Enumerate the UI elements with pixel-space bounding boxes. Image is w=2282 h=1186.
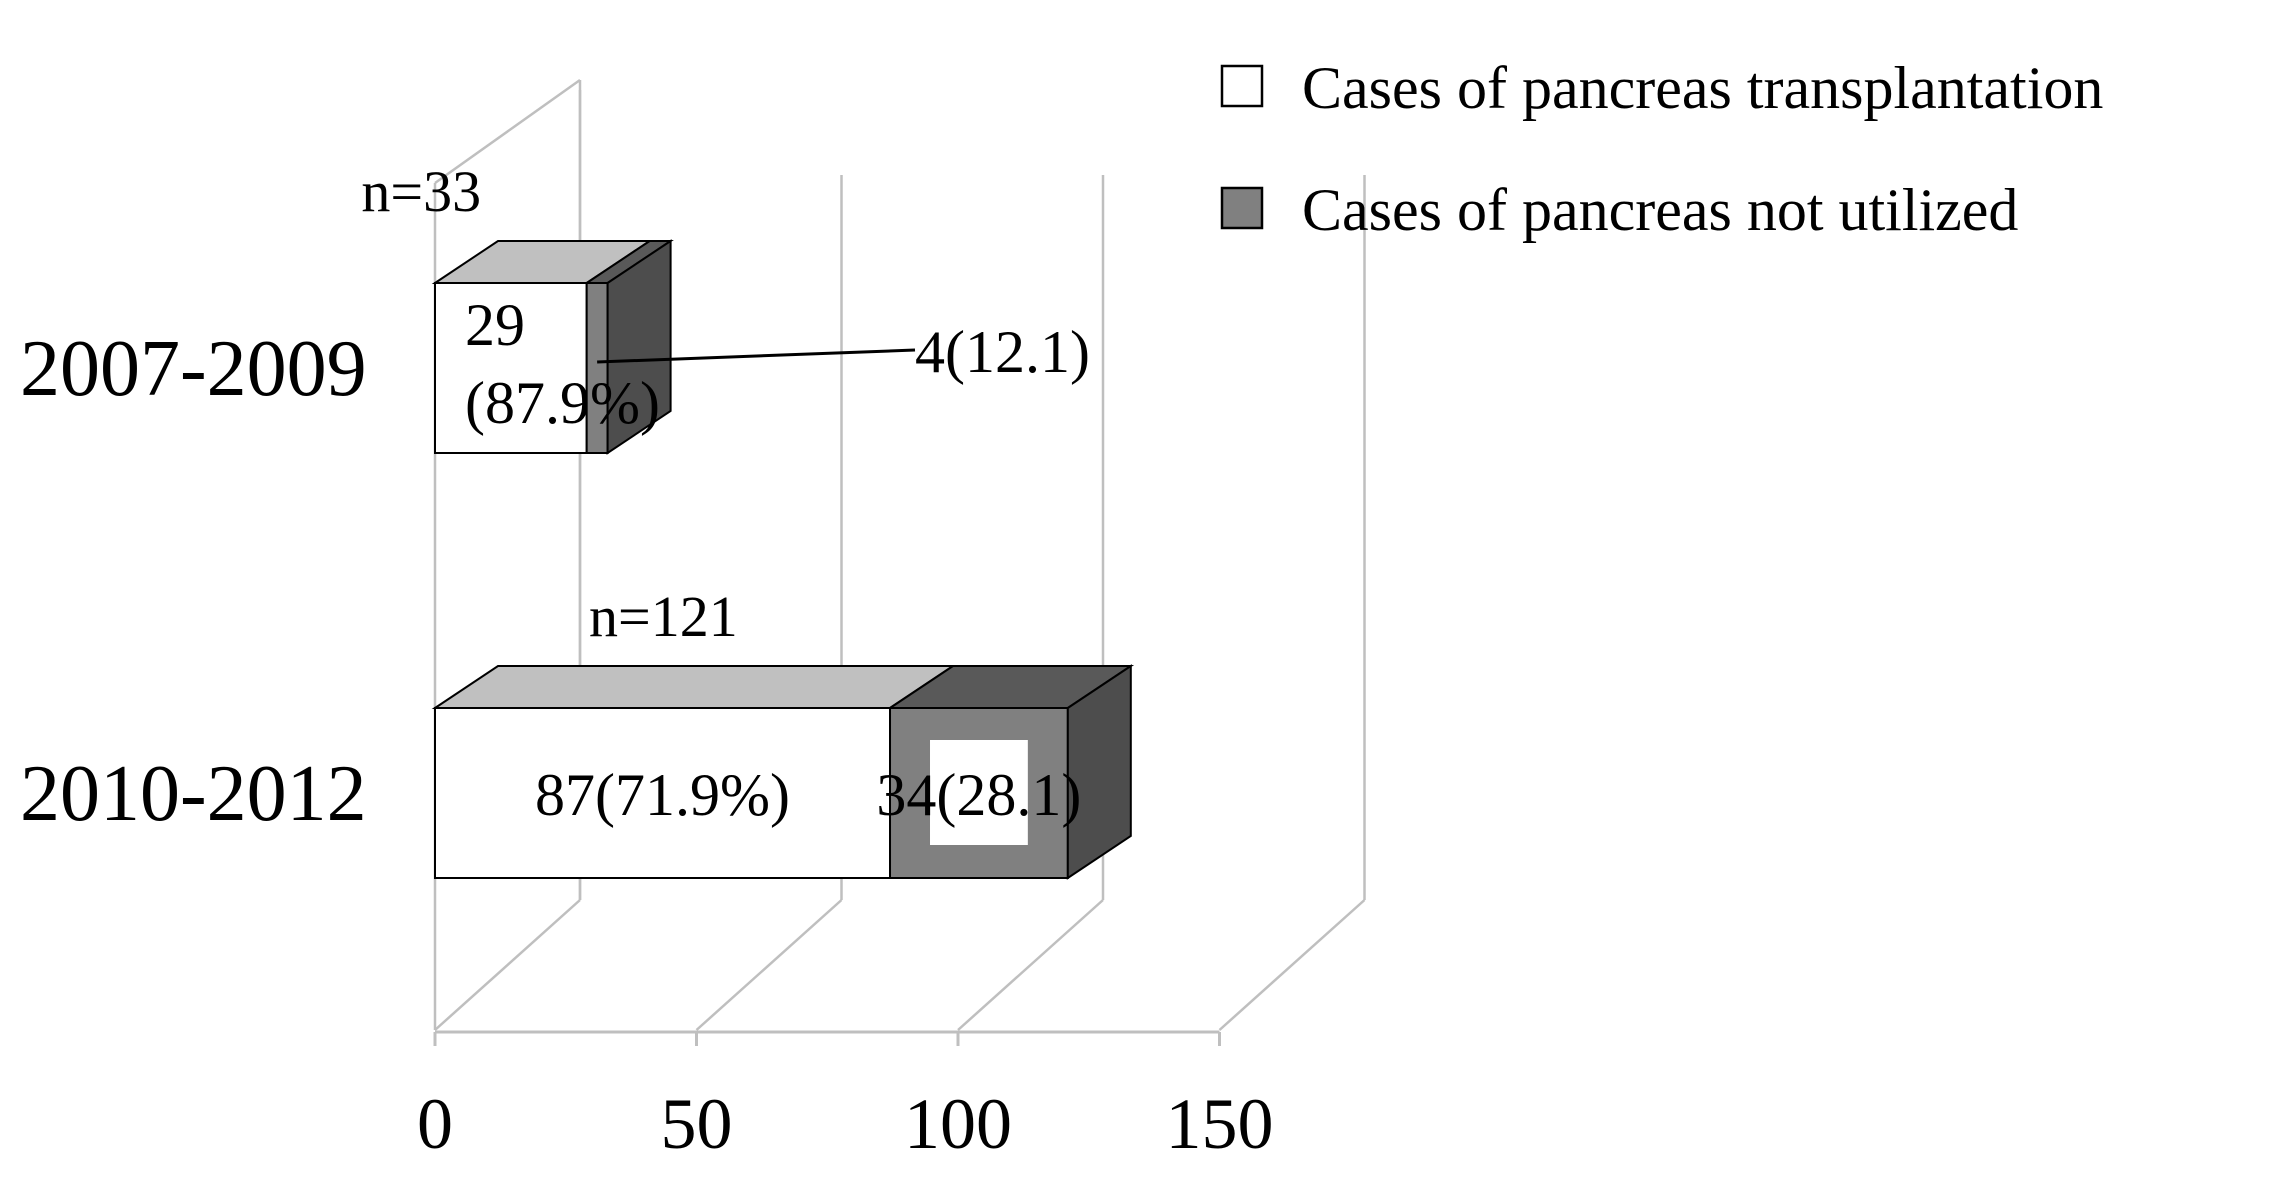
x-tick-label: 50 [661, 1084, 733, 1164]
bars [431, 239, 1135, 880]
gridline-floor [957, 899, 1104, 1031]
legend-swatch [1220, 186, 1264, 230]
bar-side [606, 239, 672, 455]
bar-transplantation [434, 707, 892, 879]
x-tick-label: 0 [417, 1084, 453, 1164]
x-axis: 0 50 100 150 [417, 1030, 1274, 1164]
bar-side [1066, 664, 1132, 880]
labels: 2007-2009 n=33 2010-2012 n=121 29 (87.9%) 4(12… [20, 159, 1090, 845]
y-category-label: 2007-2009 [20, 325, 367, 413]
legend-swatch [1220, 64, 1264, 108]
data-label-box [930, 740, 1028, 845]
x-tick-label: 100 [904, 1084, 1012, 1164]
callout-line [597, 348, 916, 364]
data-label-transplantation: 29 (87.9%) [465, 292, 660, 436]
side-wall-top-edge [434, 78, 581, 185]
data-label-not-utilized: 34(28.1) [876, 762, 1081, 828]
data-label-line: 29 [465, 292, 525, 358]
data-label-line: (87.9%) [465, 370, 660, 436]
bar-total-label: n=33 [361, 159, 481, 224]
y-category-label: 2010-2012 [20, 750, 367, 838]
bar-top-transplantation [431, 665, 957, 709]
legend: Cases of pancreas transplantation Cases o… [1220, 55, 2103, 243]
gridline-floor [695, 899, 843, 1031]
gridline-floor [1218, 899, 1366, 1031]
data-label-transplantation: 87(71.9%) [535, 762, 790, 828]
x-tick-label: 150 [1166, 1084, 1274, 1164]
bar-total-label: n=121 [589, 584, 738, 649]
gridline-floor [434, 899, 581, 1031]
data-label-not-utilized: 4(12.1) [915, 319, 1090, 385]
bar-transplantation [434, 282, 588, 454]
legend-label: Cases of pancreas transplantation [1302, 55, 2103, 121]
legend-label: Cases of pancreas not utilized [1302, 177, 2018, 243]
